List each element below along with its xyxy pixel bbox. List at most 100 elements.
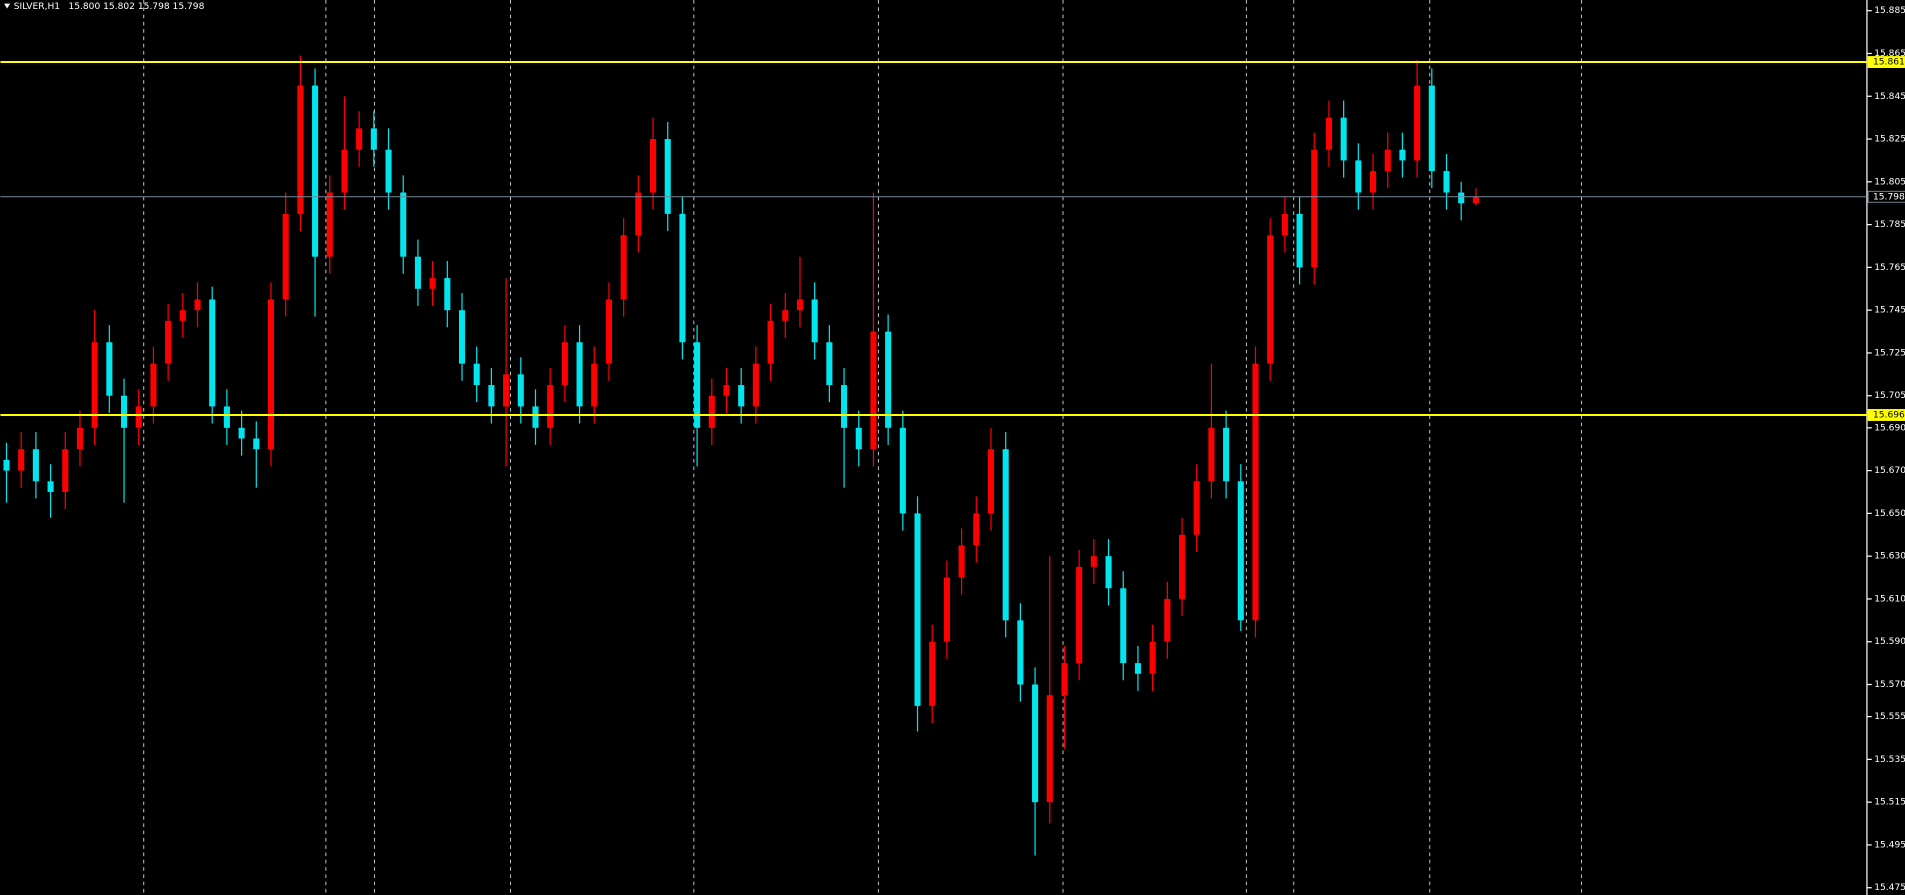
candle-body	[561, 342, 568, 386]
candle-body	[987, 449, 995, 514]
menu-arrow[interactable]	[4, 3, 11, 9]
candle-body	[18, 449, 25, 471]
candle-body	[444, 278, 451, 311]
y-tick-label: 15.805	[1874, 177, 1905, 187]
candle-body	[605, 299, 612, 364]
candle-body	[1134, 663, 1141, 674]
candle-body	[1164, 598, 1171, 642]
candle-body	[708, 395, 715, 428]
candle-body	[1458, 192, 1465, 204]
y-tick-label: 15.845	[1874, 92, 1905, 102]
y-tick-label: 15.690	[1874, 423, 1905, 433]
candle-body	[826, 342, 833, 386]
candle-body	[209, 299, 216, 407]
candle-body	[811, 299, 818, 343]
candle-body	[253, 438, 260, 450]
candle-body	[3, 459, 10, 471]
candle-body	[885, 331, 892, 428]
candle-body	[679, 213, 686, 343]
candle-body	[855, 427, 862, 450]
candle-body	[179, 310, 186, 321]
candle-body	[1223, 427, 1230, 482]
candle-body	[385, 149, 392, 193]
candle-body	[1414, 85, 1421, 161]
candle-body	[32, 449, 39, 482]
y-tick-label: 15.725	[1874, 348, 1905, 358]
y-tick-label: 15.495	[1874, 840, 1905, 850]
candle-body	[1384, 149, 1391, 172]
candle-body	[1032, 684, 1039, 803]
candle-body	[796, 299, 804, 311]
candle-body	[62, 449, 69, 492]
candle-body	[121, 395, 128, 428]
candle-body	[1428, 85, 1435, 172]
candle-body	[1355, 160, 1362, 193]
candle-body	[1120, 588, 1127, 664]
candle-body	[400, 192, 407, 257]
candle-body	[414, 256, 421, 289]
candle-body	[1252, 363, 1259, 621]
y-tick-label: 15.650	[1874, 509, 1905, 519]
candle-body	[738, 385, 745, 407]
price-level-label: 15.798	[1873, 192, 1905, 202]
candle-body	[1090, 556, 1097, 567]
candle-body	[1296, 213, 1303, 268]
candle-body	[1370, 171, 1377, 193]
candle-body	[1340, 117, 1347, 161]
candle-body	[1208, 427, 1215, 482]
candle-body	[326, 192, 333, 257]
candle-body	[1443, 171, 1450, 193]
y-tick-label: 15.475	[1874, 883, 1905, 893]
candle-body	[517, 374, 524, 407]
candle-body	[503, 374, 510, 407]
y-tick-label: 15.610	[1874, 594, 1905, 604]
candle-body	[943, 577, 950, 642]
price-level-box	[1867, 190, 1905, 203]
candle-body	[1002, 449, 1009, 621]
candle-body	[1046, 695, 1053, 803]
candle-body	[841, 385, 848, 428]
y-tick-label: 15.865	[1874, 49, 1905, 59]
candle-body	[899, 427, 906, 514]
y-tick-label: 15.630	[1874, 552, 1905, 562]
y-tick-label: 15.515	[1874, 798, 1905, 808]
candle-body	[973, 513, 980, 546]
candle-body	[106, 342, 113, 396]
candle-body	[1017, 620, 1024, 685]
candle-body	[312, 85, 319, 257]
y-tick-label: 15.885	[1874, 6, 1905, 16]
candle-body	[782, 310, 789, 321]
candle-body	[267, 299, 275, 450]
price-level-label: 15.861	[1873, 58, 1905, 68]
candle-body	[1472, 196, 1479, 204]
y-tick-label: 15.535	[1874, 755, 1905, 765]
candle-body	[1399, 149, 1406, 161]
candle-body	[297, 85, 304, 214]
candle-body	[150, 363, 157, 407]
candle-body	[194, 299, 201, 311]
candle-body	[356, 128, 363, 150]
candle-body	[1325, 117, 1332, 150]
candle-body	[91, 342, 98, 428]
y-tick-label: 15.570	[1874, 680, 1905, 690]
y-tick-label: 15.825	[1874, 135, 1905, 145]
candle-body	[282, 213, 289, 300]
y-tick-label: 15.785	[1874, 220, 1905, 230]
chart-title: SILVER,H1	[14, 2, 60, 12]
candle-body	[958, 545, 965, 578]
chart-ohlc: 15.800 15.802 15.798 15.798	[68, 2, 204, 12]
candle-body	[1061, 663, 1068, 696]
candle-body	[767, 320, 774, 364]
candle-body	[1311, 149, 1318, 268]
candle-body	[576, 342, 583, 407]
candle-body	[165, 320, 172, 364]
candle-body	[238, 427, 245, 439]
candle-body	[370, 128, 377, 150]
y-tick-label: 15.555	[1874, 712, 1905, 722]
candle-body	[1105, 556, 1112, 589]
candle-body	[1237, 481, 1244, 621]
candle-body	[223, 406, 230, 428]
